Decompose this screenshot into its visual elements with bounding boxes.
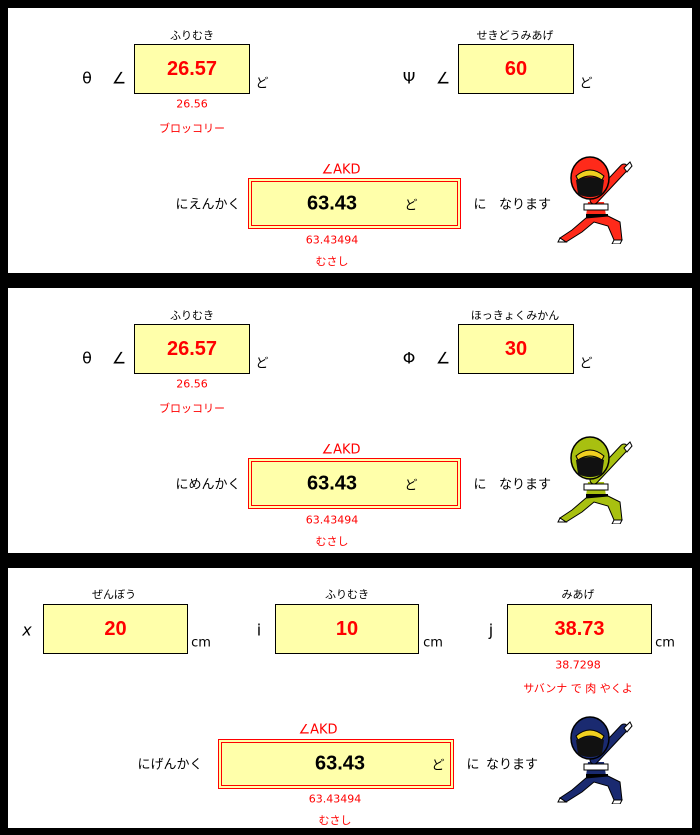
- theta-label: ふりむき: [170, 309, 214, 322]
- result-suffix-ni: に: [473, 477, 487, 493]
- result-suffix: なります: [498, 477, 552, 493]
- result-value: 63.43: [314, 752, 366, 775]
- result-output: 63.43 ど: [248, 458, 461, 509]
- result-label: ∠AKD: [321, 442, 361, 458]
- theta-note: ブロッコリー: [159, 402, 225, 415]
- second-angle-unit: ど: [579, 76, 593, 92]
- angle-symbol: ∠: [435, 68, 451, 88]
- angle-symbol: ∠: [111, 348, 127, 368]
- x-input[interactable]: 20: [43, 604, 188, 654]
- x-unit: cm: [191, 635, 211, 651]
- theta-unit: ど: [255, 356, 269, 372]
- second-angle-unit: ど: [579, 356, 593, 372]
- theta-exact-value: 26.56: [176, 377, 208, 391]
- blue-ranger-icon: [554, 714, 634, 805]
- result-note: むさし: [315, 255, 349, 268]
- j-label: みあげ: [561, 588, 595, 601]
- second-angle-symbol: Ψ: [402, 68, 416, 88]
- result-label: ∠AKD: [298, 722, 338, 738]
- x-label: ぜんぼう: [92, 588, 136, 601]
- result-note: むさし: [318, 814, 352, 827]
- result-prefix: にめんかく: [175, 477, 241, 493]
- j-note: サバンナ で 肉 やくよ: [523, 682, 633, 695]
- result-suffix: なります: [485, 757, 539, 773]
- angle-symbol: ∠: [435, 348, 451, 368]
- green-ranger-icon: [554, 434, 634, 525]
- result-label: ∠AKD: [321, 162, 361, 178]
- j-symbol: j: [488, 620, 494, 640]
- theta-symbol: θ: [82, 68, 92, 88]
- i-input[interactable]: 10: [275, 604, 419, 654]
- theta-label: ふりむき: [170, 29, 214, 42]
- i-unit: cm: [423, 635, 443, 651]
- red-ranger-icon: [554, 154, 634, 245]
- result-suffix-ni: に: [473, 197, 487, 213]
- j-exact-value: 38.7298: [555, 658, 601, 672]
- second-angle-label: ほっきょくみかん: [470, 309, 560, 322]
- j-unit: cm: [655, 635, 675, 651]
- theta-note: ブロッコリー: [159, 122, 225, 135]
- theta-symbol: θ: [82, 348, 92, 368]
- result-unit: ど: [404, 197, 418, 213]
- result-output: 63.43 ど: [248, 178, 461, 229]
- result-unit: ど: [431, 757, 445, 773]
- second-angle-input[interactable]: 30: [458, 324, 574, 374]
- theta-input[interactable]: 26.57: [134, 44, 250, 94]
- angle-symbol: ∠: [111, 68, 127, 88]
- panel-1: ふりむき θ ∠ 26.57 ど 26.56 ブロッコリー せきどうみあげ Ψ …: [8, 8, 692, 273]
- result-prefix: にげんかく: [137, 757, 203, 773]
- panel-2: ふりむき θ ∠ 26.57 ど 26.56 ブロッコリー ほっきょくみかん Φ…: [8, 288, 692, 553]
- second-angle-symbol: Φ: [402, 348, 416, 368]
- result-note: むさし: [315, 535, 349, 548]
- result-exact-value: 63.43494: [305, 513, 359, 527]
- result-suffix-ni: に: [466, 757, 480, 773]
- result-unit: ど: [404, 477, 418, 493]
- result-exact-value: 63.43494: [308, 792, 362, 806]
- result-suffix: なります: [498, 197, 552, 213]
- panel-3: ぜんぼう x 20 cm ふりむき i 10 cm みあげ j 38.73 cm…: [8, 568, 692, 828]
- theta-unit: ど: [255, 76, 269, 92]
- result-value: 63.43: [306, 472, 358, 495]
- j-input[interactable]: 38.73: [507, 604, 652, 654]
- result-output: 63.43 ど: [218, 739, 454, 789]
- i-symbol: i: [256, 620, 262, 640]
- result-prefix: にえんかく: [175, 197, 241, 213]
- theta-input[interactable]: 26.57: [134, 324, 250, 374]
- second-angle-label: せきどうみあげ: [476, 29, 554, 42]
- i-label: ふりむき: [325, 588, 369, 601]
- x-symbol: x: [22, 620, 32, 640]
- second-angle-input[interactable]: 60: [458, 44, 574, 94]
- result-exact-value: 63.43494: [305, 233, 359, 247]
- result-value: 63.43: [306, 192, 358, 215]
- theta-exact-value: 26.56: [176, 97, 208, 111]
